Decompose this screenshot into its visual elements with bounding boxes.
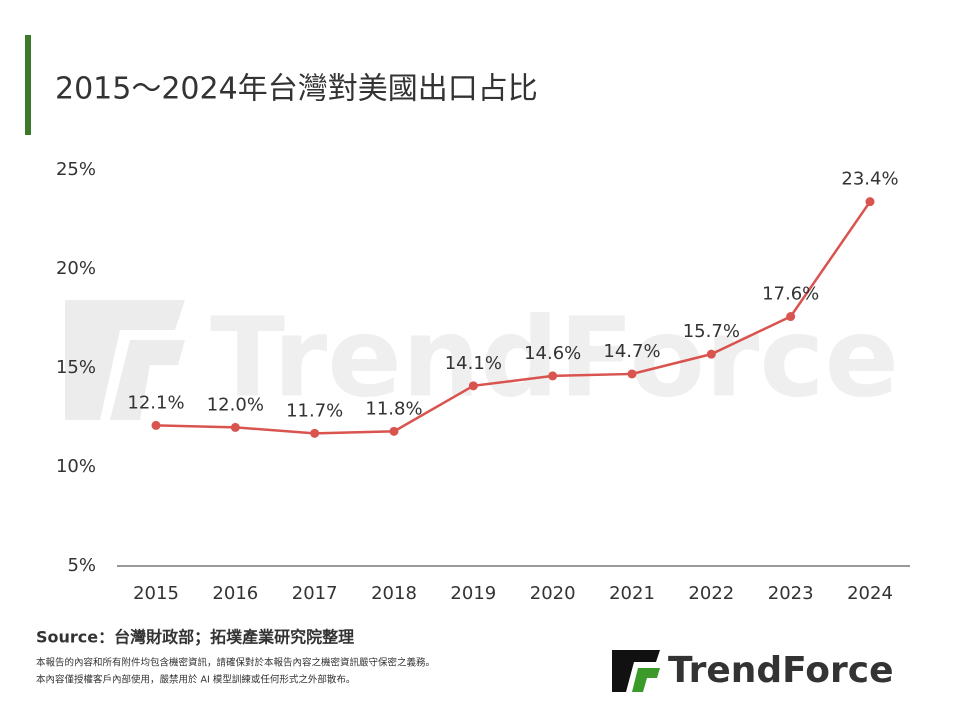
value-label: 12.1% xyxy=(127,392,184,413)
chart-title: 2015～2024年台灣對美國出口占比 xyxy=(55,72,538,107)
logo: TrendForce xyxy=(612,650,894,692)
x-tick-label: 2015 xyxy=(133,583,179,604)
watermark-text: TrendForce xyxy=(210,293,899,421)
point xyxy=(627,369,637,379)
y-tick-label: 5% xyxy=(67,555,96,576)
x-tick-label: 2016 xyxy=(212,583,258,604)
point xyxy=(310,428,320,438)
x-tick-label: 2023 xyxy=(768,583,814,604)
x-tick-label: 2019 xyxy=(450,583,496,604)
point xyxy=(865,197,875,207)
y-tick-label: 10% xyxy=(56,456,96,477)
value-label: 14.1% xyxy=(445,353,502,374)
value-label: 23.4% xyxy=(841,169,898,190)
source: Source：台灣財政部；拓墣產業研究院整理 xyxy=(36,628,354,647)
value-label: 11.8% xyxy=(365,398,422,419)
note: 本內容僅授權客戶內部使用，嚴禁用於 AI 模型訓練或任何形式之外部散布。 xyxy=(36,674,355,686)
point xyxy=(548,371,558,381)
value-label: 17.6% xyxy=(762,284,819,305)
value-label: 15.7% xyxy=(683,321,740,342)
x-tick-label: 2018 xyxy=(371,583,417,604)
value-label: 14.6% xyxy=(524,343,581,364)
y-tick-label: 20% xyxy=(56,258,96,279)
point xyxy=(786,312,796,322)
point xyxy=(230,422,240,432)
value-label: 11.7% xyxy=(286,400,343,421)
x-tick-label: 2022 xyxy=(688,583,734,604)
y-tick-label: 25% xyxy=(56,159,96,180)
y-tick-label: 15% xyxy=(56,357,96,378)
point xyxy=(468,381,478,391)
point xyxy=(389,426,399,436)
point xyxy=(706,349,716,359)
point xyxy=(151,420,161,430)
logo-text: TrendForce xyxy=(668,650,894,691)
x-tick-label: 2017 xyxy=(292,583,338,604)
value-label: 14.7% xyxy=(603,341,660,362)
watermark: TrendForce xyxy=(65,293,899,421)
x-tick-label: 2021 xyxy=(609,583,655,604)
x-tick-label: 2020 xyxy=(530,583,576,604)
note: 本報告的內容和所有附件均包含機密資訊，請確保對於本報告內容之機密資訊嚴守保密之義… xyxy=(36,657,435,669)
x-tick-label: 2024 xyxy=(847,583,893,604)
value-label: 12.0% xyxy=(207,394,264,415)
line xyxy=(155,200,872,435)
title-bar xyxy=(25,35,31,135)
